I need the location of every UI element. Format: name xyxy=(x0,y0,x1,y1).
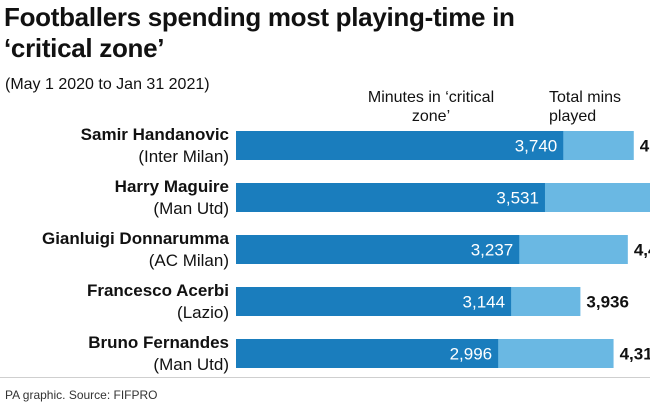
player-name: Bruno Fernandes xyxy=(88,333,229,352)
player-name: Samir Handanovic xyxy=(81,125,229,144)
legend-total-minutes: Total mins played xyxy=(549,89,622,125)
player-club: (Man Utd) xyxy=(153,199,229,218)
source-note: PA graphic. Source: FIFPRO xyxy=(5,388,158,402)
chart-title: Footballers spending most playing-time i… xyxy=(4,2,515,63)
critical-minutes-label: 3,144 xyxy=(463,293,506,312)
player-name: Gianluigi Donnarumma xyxy=(42,229,230,248)
player-name: Francesco Acerbi xyxy=(87,281,229,300)
bar-critical-minutes xyxy=(236,339,499,368)
player-club: (Inter Milan) xyxy=(138,147,229,166)
player-name: Harry Maguire xyxy=(115,177,229,196)
bar-critical-minutes xyxy=(236,131,564,160)
player-club: (Lazio) xyxy=(177,303,229,322)
bar-critical-minutes xyxy=(236,235,520,264)
legend-critical-minutes: Minutes in ‘critical zone’ xyxy=(367,89,495,125)
total-minutes-label: 3,936 xyxy=(586,293,629,312)
player-club: (Man Utd) xyxy=(153,355,229,374)
chart-subtitle: (May 1 2020 to Jan 31 2021) xyxy=(5,76,210,93)
total-minutes-label: 4,546 xyxy=(640,137,650,156)
footer-divider xyxy=(0,377,650,378)
critical-minutes-label: 2,996 xyxy=(450,345,493,364)
player-club: (AC Milan) xyxy=(149,251,229,270)
total-minutes-label: 4,478 xyxy=(634,241,650,260)
critical-minutes-label: 3,531 xyxy=(496,189,539,208)
bar-critical-minutes xyxy=(236,287,512,316)
critical-minutes-label: 3,237 xyxy=(471,241,514,260)
bar-critical-minutes xyxy=(236,183,545,212)
total-minutes-label: 4,315 xyxy=(620,345,650,364)
critical-minutes-label: 3,740 xyxy=(515,137,558,156)
